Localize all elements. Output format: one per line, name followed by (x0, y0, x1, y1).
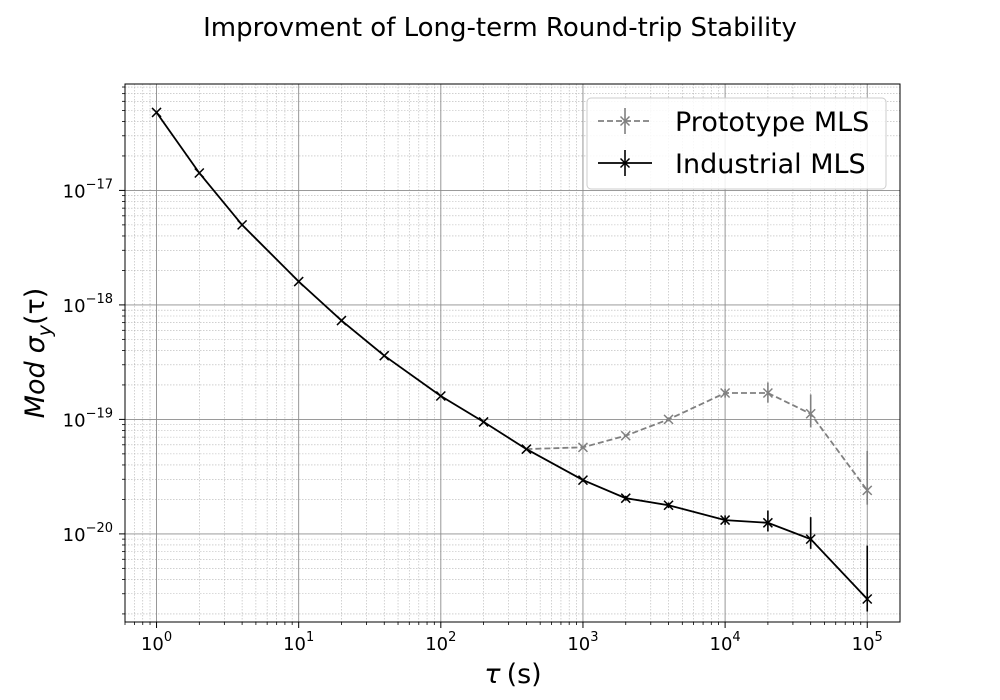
legend-label-industrial-mls: Industrial MLS (675, 149, 866, 180)
point-marker (663, 414, 674, 425)
legend-marker-industrial-mls (619, 157, 631, 169)
x-axis-label: τ (s) (484, 659, 541, 690)
series-layer (151, 107, 873, 612)
data-point-industrial-mls (151, 107, 162, 118)
point-marker (478, 416, 489, 427)
data-point-prototype-mls (620, 430, 631, 441)
y-tick-label: 10−17 (63, 177, 113, 202)
x-tick-label: 105 (852, 630, 883, 655)
legend: Prototype MLS Industrial MLS (586, 97, 887, 190)
data-point-prototype-mls (805, 408, 816, 419)
data-point-industrial-mls (805, 534, 816, 545)
data-point-industrial-mls (379, 350, 390, 361)
point-marker (620, 493, 631, 504)
y-tick-label: 10−20 (63, 521, 113, 546)
point-marker (336, 315, 347, 326)
x-axis-symbol: τ (484, 659, 501, 690)
point-marker (620, 430, 631, 441)
x-tick-label: 101 (283, 630, 314, 655)
y-tick-label: 10−18 (63, 292, 113, 317)
point-marker (577, 442, 588, 453)
y-axis-label: Mod σy(τ) (20, 288, 56, 419)
point-marker (862, 593, 873, 605)
point-marker (762, 387, 773, 399)
series-line-industrial-mls (155, 111, 868, 600)
data-point-prototype-mls (720, 387, 731, 399)
data-point-industrial-mls (663, 500, 674, 511)
data-point-prototype-mls (762, 387, 773, 399)
series-prototype-mls (521, 382, 873, 505)
axis-ticks (119, 86, 868, 628)
data-point-prototype-mls (862, 485, 873, 496)
point-marker (862, 485, 873, 496)
chart-title: Improvment of Long-term Round-trip Stabi… (203, 13, 797, 43)
point-marker (663, 500, 674, 511)
data-point-industrial-mls (720, 515, 731, 526)
series-industrial-mls (151, 107, 873, 612)
point-marker (805, 408, 816, 419)
y-axis-subscript: y (34, 324, 56, 337)
point-marker (521, 444, 532, 455)
major-gridlines (125, 84, 900, 622)
y-axis-symbol: σ (20, 335, 51, 353)
point-marker (720, 515, 731, 526)
x-tick-label: 103 (567, 630, 598, 655)
data-point-industrial-mls (521, 444, 532, 455)
point-marker (293, 276, 304, 287)
point-marker (194, 167, 205, 179)
legend-marker-prototype-mls (619, 115, 631, 127)
data-point-prototype-mls (577, 442, 588, 453)
point-marker (720, 387, 731, 399)
point-marker (237, 219, 248, 230)
point-marker (805, 534, 816, 545)
point-marker (379, 350, 390, 361)
data-point-industrial-mls (862, 593, 873, 605)
data-point-industrial-mls (478, 416, 489, 427)
data-point-industrial-mls (336, 315, 347, 326)
point-marker (151, 107, 162, 118)
data-point-prototype-mls (663, 414, 674, 425)
point-marker (435, 390, 446, 402)
data-point-industrial-mls (577, 475, 588, 486)
data-point-industrial-mls (620, 493, 631, 504)
point-marker (577, 475, 588, 486)
plot-frame (124, 83, 901, 623)
tick-labels: 100 101 102 103 104 105 10−17 10−18 10−19 10−20 (63, 177, 883, 655)
data-point-industrial-mls (237, 219, 248, 230)
legend-label-prototype-mls: Prototype MLS (675, 107, 869, 138)
legend-box (586, 97, 887, 190)
y-axis-arg: (τ) (20, 288, 51, 325)
x-tick-label: 102 (425, 630, 456, 655)
y-axis-prefix: Mod (20, 361, 51, 419)
point-marker (762, 517, 773, 528)
data-point-industrial-mls (194, 167, 205, 179)
data-point-industrial-mls (435, 390, 446, 402)
data-point-industrial-mls (762, 517, 773, 528)
x-axis-unit: (s) (507, 659, 542, 690)
x-tick-label: 104 (710, 630, 741, 655)
y-tick-label: 10−19 (63, 406, 113, 431)
data-point-industrial-mls (293, 276, 304, 287)
x-tick-label: 100 (141, 630, 172, 655)
series-line-prototype-mls (526, 392, 868, 491)
